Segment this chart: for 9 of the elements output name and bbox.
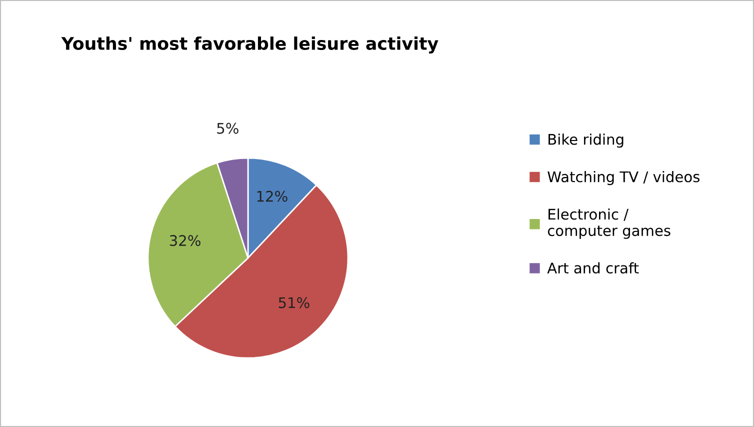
data-label: 51% [278,297,310,308]
data-label: 5% [217,122,238,134]
data-label: 12% [257,190,288,202]
data-label: 32% [170,235,200,246]
chart-title: Youths' most favorable leisure activity [61,36,438,54]
legend-label: Electronic / computer games [548,208,670,239]
legend-label: Bike riding [548,134,624,148]
legend-label: Watching TV / videos [548,171,700,186]
legend-label: Art and craft [547,262,639,274]
